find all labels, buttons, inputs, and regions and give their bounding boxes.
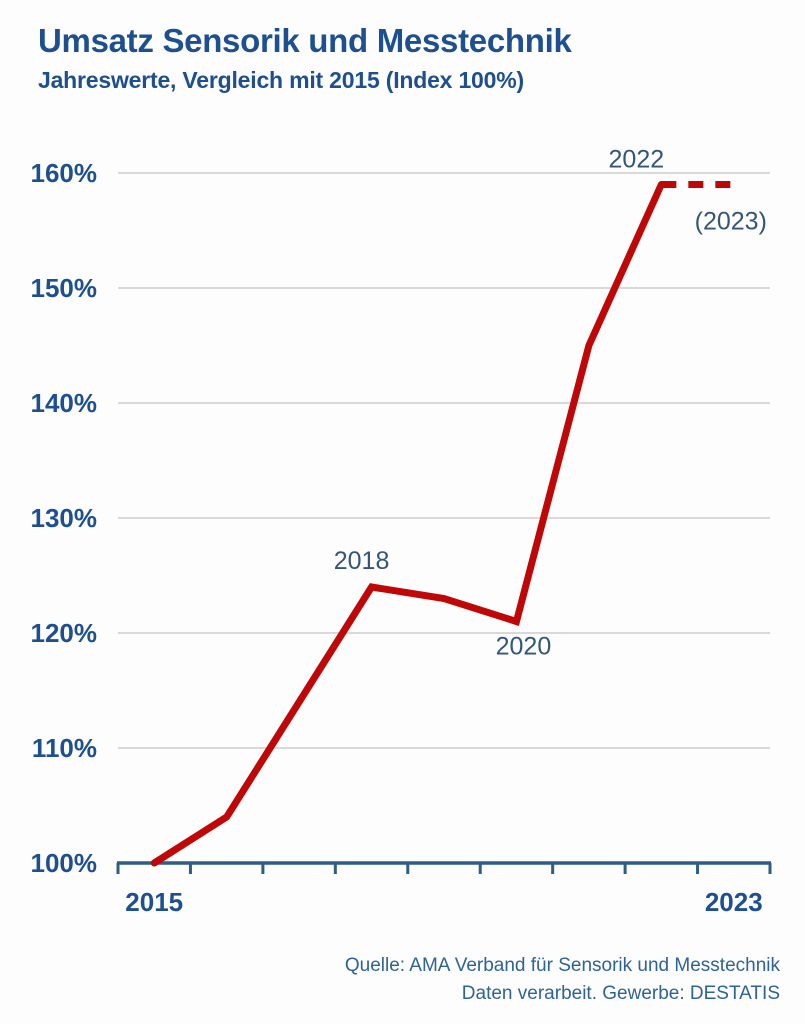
annotation-2023: (2023) [695, 208, 767, 236]
y-axis-tick-label: 100% [31, 848, 98, 878]
annotation-2018: 2018 [334, 547, 390, 575]
y-axis-tick-label: 110% [32, 733, 97, 763]
y-axis-tick-label: 160% [31, 158, 98, 188]
y-axis-tick-label: 130% [31, 503, 98, 533]
x-axis-label-2015: 2015 [125, 887, 183, 917]
source-note: Quelle: AMA Verband für Sensorik und Mes… [345, 952, 780, 1008]
data-line [150, 181, 665, 867]
source-line-1: Quelle: AMA Verband für Sensorik und Mes… [344, 955, 780, 976]
annotation-2022: 2022 [609, 146, 665, 174]
chart-title: Umsatz Sensorik und Messtechnik [38, 22, 572, 59]
annotation-2020: 2020 [496, 633, 552, 661]
y-axis-tick-label: 120% [31, 618, 98, 648]
x-axis-label-2023: 2023 [705, 887, 763, 917]
y-axis-tick-label: 150% [31, 273, 98, 303]
source-line-2: Daten verarbeit. Gewerbe: DESTATIS [461, 983, 780, 1004]
chart-subtitle: Jahreswerte, Vergleich mit 2015 (Index 1… [38, 67, 524, 93]
y-axis-tick-label: 140% [31, 388, 98, 418]
